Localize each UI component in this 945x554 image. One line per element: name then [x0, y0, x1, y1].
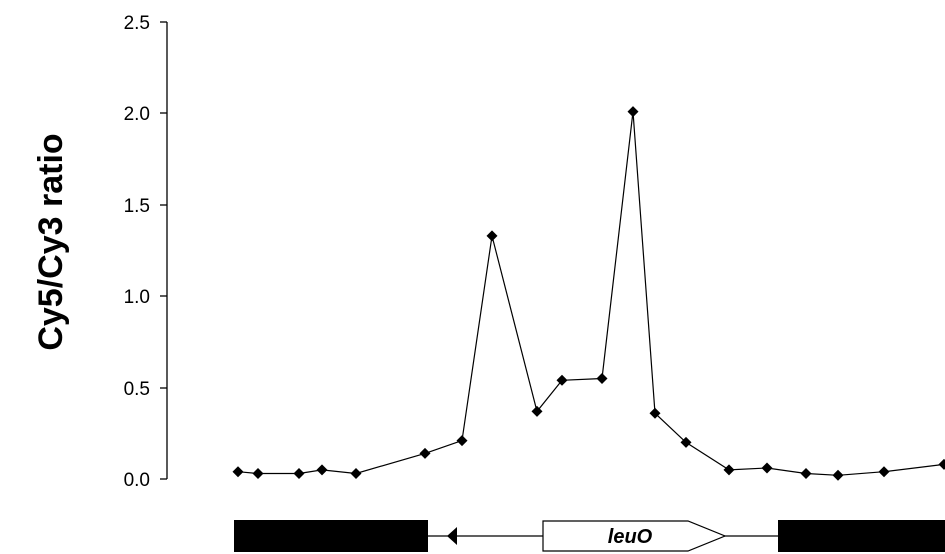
data-point-5	[419, 447, 431, 459]
data-point-14	[723, 464, 735, 476]
y-tick-label-4: 2.0	[124, 104, 150, 125]
y-axis-label: Cy5/Cy3 ratio	[32, 133, 70, 350]
data-point-0	[232, 466, 244, 478]
data-point-11	[627, 106, 639, 118]
data-point-18	[878, 466, 890, 478]
promoter-arrow-left-icon	[447, 527, 457, 545]
y-tick-label-1: 0.5	[124, 379, 150, 400]
data-point-13	[680, 436, 692, 448]
gene-map: leuO	[234, 520, 945, 552]
y-tick-label-5: 2.5	[124, 13, 150, 34]
data-point-15	[761, 462, 773, 474]
data-point-7	[486, 230, 498, 242]
data-point-19	[938, 458, 945, 470]
series-layer	[232, 106, 945, 481]
data-point-16	[800, 468, 812, 479]
y-tick-label-0: 0.0	[124, 470, 150, 491]
y-tick-label-2: 1.0	[124, 287, 150, 308]
series-line	[237, 111, 945, 476]
leuO-gene-label: leuO	[608, 526, 653, 548]
data-point-17	[832, 469, 844, 481]
right-gene-block	[778, 520, 945, 552]
data-point-12	[649, 407, 661, 419]
data-point-4	[350, 468, 362, 479]
data-point-10	[596, 373, 608, 384]
data-point-1	[252, 468, 264, 479]
leuO-gene-arrow	[542, 520, 727, 552]
left-gene-block	[234, 520, 428, 552]
data-point-8	[531, 405, 543, 417]
data-point-9	[556, 374, 568, 386]
data-point-2	[293, 468, 305, 479]
data-point-6	[456, 435, 468, 447]
y-axis-ticks: 0.0 0.5 1.0 1.5 2.0 2.5	[124, 13, 167, 491]
y-tick-label-3: 1.5	[124, 196, 150, 217]
data-point-3	[316, 464, 328, 476]
